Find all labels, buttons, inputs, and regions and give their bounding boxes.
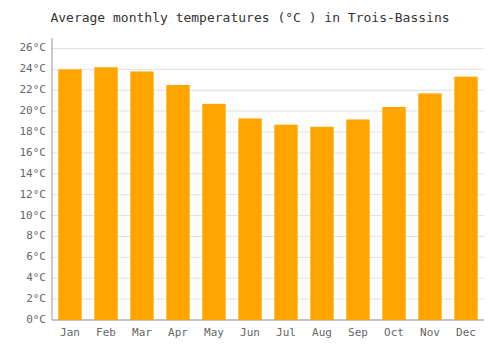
x-tick-label: May: [204, 326, 224, 339]
y-tick-label: 10°C: [20, 209, 47, 222]
y-tick-label: 12°C: [20, 188, 47, 201]
chart-title: Average monthly temperatures (°C ) in Tr…: [50, 10, 449, 25]
bar: [130, 71, 153, 320]
x-tick-label: Jul: [276, 326, 296, 339]
x-tick-label: Aug: [312, 326, 332, 339]
y-tick-label: 16°C: [20, 146, 47, 159]
bar: [238, 118, 261, 320]
y-tick-label: 0°C: [26, 313, 46, 326]
y-tick-label: 2°C: [26, 292, 46, 305]
bar: [310, 127, 333, 320]
x-axis: Jan Feb Mar Apr May Jun Jul Aug Sep Oct Nov Dec: [60, 326, 476, 339]
y-axis-line: [52, 38, 53, 320]
x-tick-label: Nov: [420, 326, 440, 339]
bars: [58, 67, 477, 320]
y-tick-label: 8°C: [26, 229, 46, 242]
x-tick-label: Feb: [96, 326, 116, 339]
x-tick-label: Mar: [132, 326, 152, 339]
bar: [58, 69, 81, 320]
x-tick-label: Jun: [240, 326, 260, 339]
x-tick-label: Dec: [456, 326, 476, 339]
y-tick-label: 26°C: [20, 41, 47, 54]
chart-container: 0°C 2°C 4°C 6°C 8°C 10°C 12°C 14°C 16°C 18°C 20°C 2…: [0, 0, 500, 350]
chart-svg: 0°C 2°C 4°C 6°C 8°C 10°C 12°C 14°C 16°C 18°C 20°C 2…: [0, 0, 500, 350]
y-tick-label: 14°C: [20, 167, 47, 180]
bar: [166, 85, 189, 320]
x-tick-label: Oct: [384, 326, 404, 339]
y-tick-label: 18°C: [20, 125, 47, 138]
bar: [418, 93, 441, 320]
x-tick-label: Sep: [348, 326, 368, 339]
y-tick-label: 4°C: [26, 271, 46, 284]
y-tick-label: 24°C: [20, 62, 47, 75]
grid: [52, 48, 484, 320]
bar: [346, 119, 369, 320]
y-tick-label: 22°C: [20, 83, 47, 96]
y-axis: 0°C 2°C 4°C 6°C 8°C 10°C 12°C 14°C 16°C 18°C 20°C 2…: [20, 38, 485, 326]
bar: [382, 107, 405, 320]
bar: [274, 125, 297, 320]
bar: [202, 104, 225, 320]
x-tick-label: Jan: [60, 326, 80, 339]
y-tick-label: 6°C: [26, 250, 46, 263]
y-tick-label: 20°C: [20, 104, 47, 117]
bar: [454, 77, 477, 320]
grid-line: [52, 48, 484, 49]
bar: [94, 67, 117, 320]
x-tick-label: Apr: [168, 326, 188, 339]
